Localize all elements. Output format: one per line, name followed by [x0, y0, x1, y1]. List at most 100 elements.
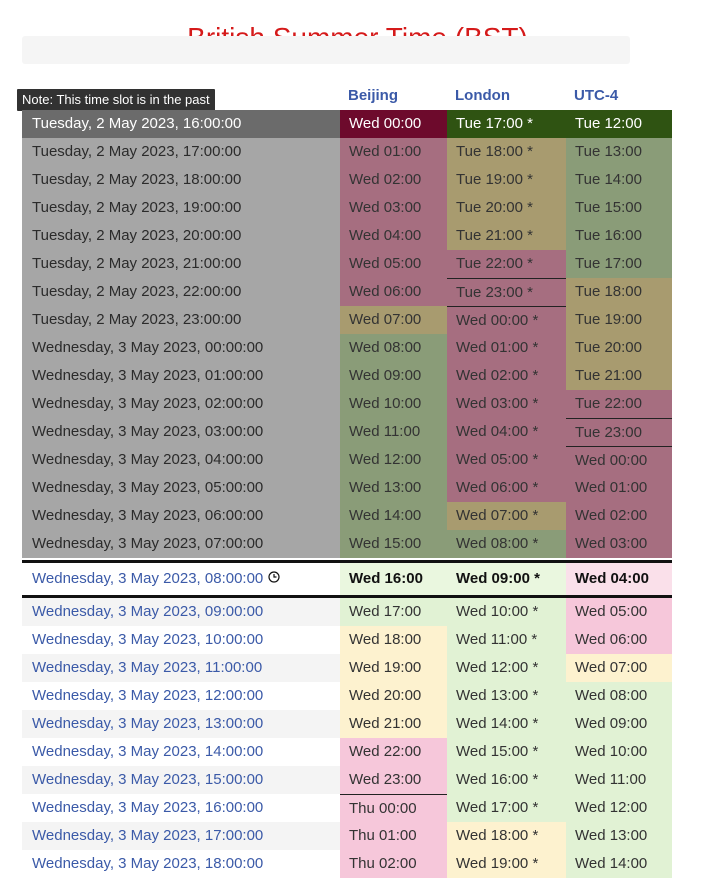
table-row[interactable]: Wednesday, 3 May 2023, 07:00:00 Wed 15:00…: [22, 530, 672, 558]
utc-minus-4-time-cell: Tue 21:00: [566, 362, 672, 390]
london-time-cell: Wed 09:00 *: [447, 563, 566, 595]
datetime-cell[interactable]: Wednesday, 3 May 2023, 03:00:00: [22, 418, 340, 446]
beijing-time-cell: Thu 02:00: [340, 850, 447, 878]
beijing-time-cell: Wed 09:00: [340, 362, 447, 390]
utc-minus-4-time-cell: Wed 12:00: [566, 794, 672, 822]
london-time-cell: Wed 04:00 *: [447, 418, 566, 446]
datetime-label: Wednesday, 3 May 2023, 04:00:00: [32, 451, 264, 468]
table-row[interactable]: Wednesday, 3 May 2023, 18:00:00 Thu 02:00…: [22, 850, 672, 878]
datetime-label: Wednesday, 3 May 2023, 07:00:00: [32, 535, 264, 552]
utc-minus-4-time-cell: Tue 15:00: [566, 194, 672, 222]
datetime-cell[interactable]: Tuesday, 2 May 2023, 22:00:00: [22, 278, 340, 306]
london-time-cell: Wed 00:00 *: [447, 306, 566, 334]
table-row[interactable]: Tuesday, 2 May 2023, 20:00:00 Wed 04:00 Tu…: [22, 222, 672, 250]
datetime-cell[interactable]: Tuesday, 2 May 2023, 21:00:00: [22, 250, 340, 278]
datetime-cell[interactable]: Wednesday, 3 May 2023, 08:00:00: [22, 563, 340, 595]
datetime-cell[interactable]: Tuesday, 2 May 2023, 19:00:00: [22, 194, 340, 222]
table-row[interactable]: Wednesday, 3 May 2023, 02:00:00 Wed 10:00…: [22, 390, 672, 418]
table-row[interactable]: Wednesday, 3 May 2023, 13:00:00 Wed 21:00…: [22, 710, 672, 738]
utc-minus-4-time-cell: Wed 11:00: [566, 766, 672, 794]
datetime-cell[interactable]: Wednesday, 3 May 2023, 02:00:00: [22, 390, 340, 418]
beijing-time-cell: Wed 20:00: [340, 682, 447, 710]
datetime-label: Wednesday, 3 May 2023, 08:00:00: [32, 570, 264, 587]
london-time-cell: Tue 22:00 *: [447, 250, 566, 278]
datetime-label: Tuesday, 2 May 2023, 16:00:00: [32, 115, 242, 132]
table-row[interactable]: Tuesday, 2 May 2023, 22:00:00 Wed 06:00 Tu…: [22, 278, 672, 306]
datetime-cell[interactable]: Tuesday, 2 May 2023, 18:00:00: [22, 166, 340, 194]
utc-minus-4-time-cell: Wed 07:00: [566, 654, 672, 682]
utc-minus-4-time-cell: Tue 13:00: [566, 138, 672, 166]
datetime-cell[interactable]: Wednesday, 3 May 2023, 17:00:00: [22, 822, 340, 850]
column-header-london[interactable]: London: [455, 87, 510, 104]
datetime-cell[interactable]: Wednesday, 3 May 2023, 11:00:00: [22, 654, 340, 682]
table-row[interactable]: Tuesday, 2 May 2023, 16:00:00 Wed 00:00 Tu…: [22, 110, 672, 138]
datetime-cell[interactable]: Wednesday, 3 May 2023, 06:00:00: [22, 502, 340, 530]
table-row[interactable]: Wednesday, 3 May 2023, 16:00:00 Thu 00:00…: [22, 794, 672, 822]
datetime-label: Wednesday, 3 May 2023, 00:00:00: [32, 339, 264, 356]
datetime-cell[interactable]: Wednesday, 3 May 2023, 00:00:00: [22, 334, 340, 362]
table-row-current[interactable]: Wednesday, 3 May 2023, 08:00:00 Wed 16:00…: [22, 560, 672, 598]
datetime-cell[interactable]: Wednesday, 3 May 2023, 07:00:00: [22, 530, 340, 558]
datetime-label: Wednesday, 3 May 2023, 02:00:00: [32, 395, 264, 412]
column-header-beijing[interactable]: Beijing: [348, 87, 399, 104]
table-row[interactable]: Wednesday, 3 May 2023, 00:00:00 Wed 08:00…: [22, 334, 672, 362]
table-row[interactable]: Wednesday, 3 May 2023, 12:00:00 Wed 20:00…: [22, 682, 672, 710]
london-time-cell: Wed 06:00 *: [447, 474, 566, 502]
beijing-time-cell: Wed 23:00: [340, 766, 447, 794]
table-row[interactable]: Tuesday, 2 May 2023, 19:00:00 Wed 03:00 Tu…: [22, 194, 672, 222]
table-row[interactable]: Wednesday, 3 May 2023, 06:00:00 Wed 14:00…: [22, 502, 672, 530]
table-row[interactable]: Tuesday, 2 May 2023, 17:00:00 Wed 01:00 Tu…: [22, 138, 672, 166]
datetime-cell[interactable]: Wednesday, 3 May 2023, 10:00:00: [22, 626, 340, 654]
datetime-cell[interactable]: Wednesday, 3 May 2023, 12:00:00: [22, 682, 340, 710]
table-row[interactable]: Wednesday, 3 May 2023, 15:00:00 Wed 23:00…: [22, 766, 672, 794]
table-row[interactable]: Tuesday, 2 May 2023, 23:00:00 Wed 07:00 We…: [22, 306, 672, 334]
table-row[interactable]: Wednesday, 3 May 2023, 14:00:00 Wed 22:00…: [22, 738, 672, 766]
datetime-label: Wednesday, 3 May 2023, 14:00:00: [32, 743, 264, 760]
datetime-cell[interactable]: Tuesday, 2 May 2023, 16:00:00: [22, 110, 340, 138]
utc-minus-4-time-cell: Tue 18:00: [566, 278, 672, 306]
datetime-cell[interactable]: Wednesday, 3 May 2023, 13:00:00: [22, 710, 340, 738]
table-row[interactable]: Wednesday, 3 May 2023, 03:00:00 Wed 11:00…: [22, 418, 672, 446]
london-time-cell: Tue 17:00 *: [447, 110, 566, 138]
table-row[interactable]: Wednesday, 3 May 2023, 10:00:00 Wed 18:00…: [22, 626, 672, 654]
table-row[interactable]: Tuesday, 2 May 2023, 18:00:00 Wed 02:00 Tu…: [22, 166, 672, 194]
beijing-time-cell: Wed 01:00: [340, 138, 447, 166]
datetime-cell[interactable]: Wednesday, 3 May 2023, 18:00:00: [22, 850, 340, 878]
beijing-time-cell: Wed 00:00: [340, 110, 447, 138]
datetime-label: Wednesday, 3 May 2023, 11:00:00: [32, 659, 263, 676]
london-time-cell: Wed 13:00 *: [447, 682, 566, 710]
table-row[interactable]: Tuesday, 2 May 2023, 21:00:00 Wed 05:00 Tu…: [22, 250, 672, 278]
datetime-cell[interactable]: Wednesday, 3 May 2023, 09:00:00: [22, 598, 340, 626]
table-row[interactable]: Wednesday, 3 May 2023, 09:00:00 Wed 17:00…: [22, 598, 672, 626]
time-conversion-table: Tuesday, 2 May 2023, 16:00:00 Wed 00:00 Tu…: [22, 110, 672, 878]
table-row[interactable]: Wednesday, 3 May 2023, 05:00:00 Wed 13:00…: [22, 474, 672, 502]
datetime-cell[interactable]: Wednesday, 3 May 2023, 16:00:00: [22, 794, 340, 822]
london-time-cell: Wed 16:00 *: [447, 766, 566, 794]
utc-minus-4-time-cell: Wed 03:00: [566, 530, 672, 558]
column-header-utc-minus-4[interactable]: UTC-4: [574, 87, 619, 104]
clock-icon: [268, 563, 280, 595]
london-time-cell: Tue 23:00 *: [447, 278, 566, 306]
utc-minus-4-time-cell: Wed 06:00: [566, 626, 672, 654]
table-row[interactable]: Wednesday, 3 May 2023, 17:00:00 Thu 01:00…: [22, 822, 672, 850]
datetime-cell[interactable]: Wednesday, 3 May 2023, 05:00:00: [22, 474, 340, 502]
datetime-cell[interactable]: Tuesday, 2 May 2023, 17:00:00: [22, 138, 340, 166]
london-time-cell: Wed 19:00 *: [447, 850, 566, 878]
datetime-cell[interactable]: Tuesday, 2 May 2023, 23:00:00: [22, 306, 340, 334]
table-row[interactable]: Wednesday, 3 May 2023, 11:00:00 Wed 19:00…: [22, 654, 672, 682]
utc-minus-4-time-cell: Wed 01:00: [566, 474, 672, 502]
beijing-time-cell: Wed 19:00: [340, 654, 447, 682]
table-row[interactable]: Wednesday, 3 May 2023, 04:00:00 Wed 12:00…: [22, 446, 672, 474]
datetime-label: Wednesday, 3 May 2023, 12:00:00: [32, 687, 264, 704]
utc-minus-4-time-cell: Wed 14:00: [566, 850, 672, 878]
utc-minus-4-time-cell: Tue 17:00: [566, 250, 672, 278]
datetime-cell[interactable]: Tuesday, 2 May 2023, 20:00:00: [22, 222, 340, 250]
beijing-time-cell: Wed 17:00: [340, 598, 447, 626]
datetime-cell[interactable]: Wednesday, 3 May 2023, 14:00:00: [22, 738, 340, 766]
datetime-cell[interactable]: Wednesday, 3 May 2023, 15:00:00: [22, 766, 340, 794]
datetime-cell[interactable]: Wednesday, 3 May 2023, 01:00:00: [22, 362, 340, 390]
table-row[interactable]: Wednesday, 3 May 2023, 01:00:00 Wed 09:00…: [22, 362, 672, 390]
utc-minus-4-time-cell: Tue 14:00: [566, 166, 672, 194]
datetime-cell[interactable]: Wednesday, 3 May 2023, 04:00:00: [22, 446, 340, 474]
london-time-cell: Wed 15:00 *: [447, 738, 566, 766]
